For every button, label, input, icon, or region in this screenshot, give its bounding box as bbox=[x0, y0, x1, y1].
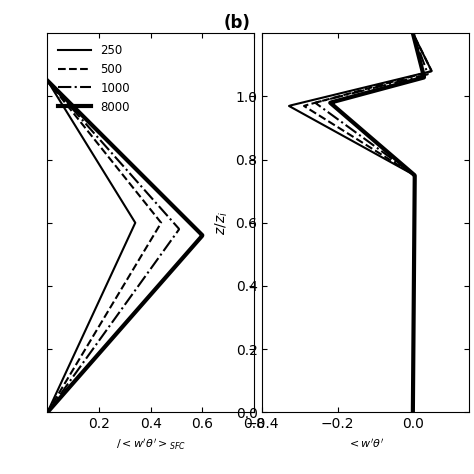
500 bbox=[123, 278, 129, 284]
1000 bbox=[73, 370, 79, 375]
8000 bbox=[80, 370, 85, 375]
500 bbox=[45, 78, 50, 83]
500 bbox=[109, 301, 115, 307]
500 bbox=[117, 168, 123, 174]
250 bbox=[100, 168, 106, 174]
250 bbox=[105, 278, 111, 284]
1000 bbox=[125, 168, 131, 174]
8000 bbox=[136, 168, 141, 174]
1000 bbox=[122, 301, 128, 307]
8000 bbox=[45, 410, 50, 415]
Line: 8000: 8000 bbox=[47, 81, 202, 412]
8000 bbox=[139, 301, 145, 307]
8000 bbox=[168, 201, 173, 207]
1000 bbox=[45, 410, 50, 415]
1000 bbox=[154, 201, 159, 207]
8000 bbox=[137, 170, 143, 176]
250 bbox=[45, 78, 50, 83]
500 bbox=[69, 370, 74, 375]
1000 bbox=[139, 278, 145, 284]
Line: 500: 500 bbox=[47, 81, 161, 412]
Line: 250: 250 bbox=[47, 81, 135, 412]
1000 bbox=[45, 78, 50, 83]
8000 bbox=[45, 78, 50, 83]
Y-axis label: $z/z_i$: $z/z_i$ bbox=[214, 211, 230, 235]
Text: (b): (b) bbox=[224, 14, 250, 32]
250 bbox=[101, 170, 107, 176]
500 bbox=[143, 201, 149, 207]
Legend: 250, 500, 1000, 8000: 250, 500, 1000, 8000 bbox=[53, 39, 135, 118]
250 bbox=[45, 410, 50, 415]
250 bbox=[120, 201, 126, 207]
8000 bbox=[160, 278, 165, 284]
250 bbox=[63, 370, 69, 375]
X-axis label: $<w'\theta'$: $<w'\theta'$ bbox=[347, 437, 384, 450]
Line: 1000: 1000 bbox=[47, 81, 179, 412]
500 bbox=[118, 170, 124, 176]
X-axis label: $/<w'\theta'>_{SFC}$: $/<w'\theta'>_{SFC}$ bbox=[116, 437, 186, 452]
500 bbox=[45, 410, 50, 415]
1000 bbox=[127, 170, 132, 176]
250 bbox=[95, 301, 100, 307]
